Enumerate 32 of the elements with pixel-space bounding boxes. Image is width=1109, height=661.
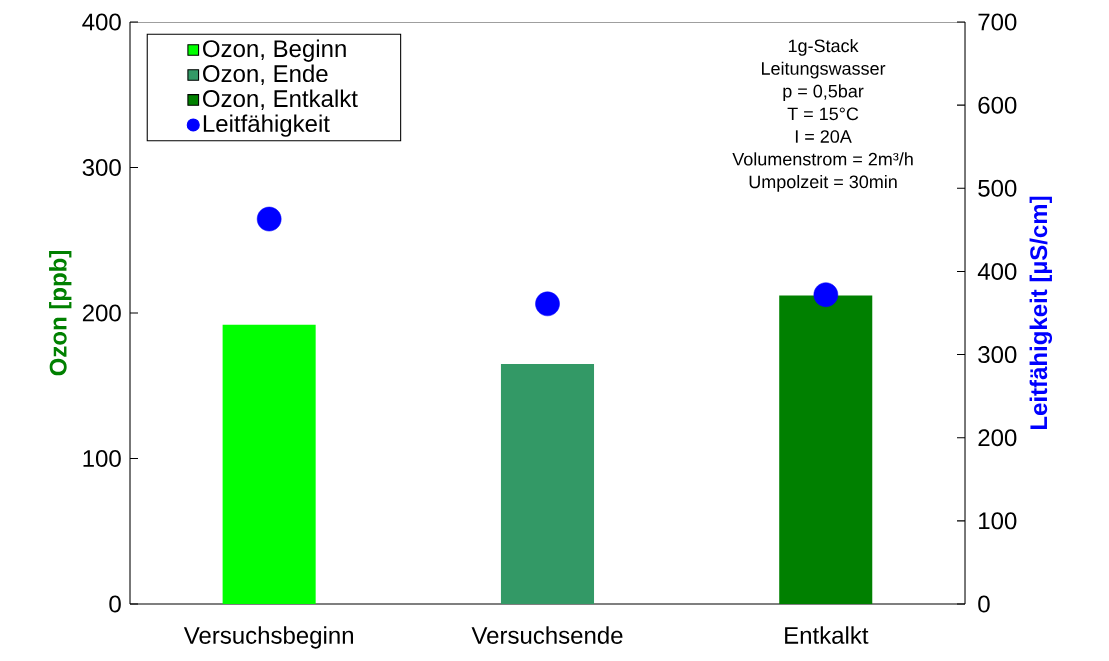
x-tick-label: Entkalkt bbox=[785, 626, 869, 644]
y2-axis-title: Leitfähigkeit [µS/cm] bbox=[1029, 196, 1053, 429]
annotation: Leitungswasser bbox=[762, 61, 886, 79]
y2-tick-label: 300 bbox=[978, 346, 1017, 364]
x-tick-label: Versuchsbeginn bbox=[183, 626, 353, 649]
y2-tick-label: 200 bbox=[978, 429, 1017, 447]
legend-label: Leitfähigkeit bbox=[203, 114, 330, 137]
y2-tick-label: 100 bbox=[979, 512, 1017, 530]
annotation: Umpolzeit = 30min bbox=[749, 174, 897, 192]
y-tick-label: 400 bbox=[82, 13, 121, 31]
legend-label: Ozon, Ende bbox=[203, 64, 328, 85]
y2-tick-label: 0 bbox=[978, 595, 990, 613]
point bbox=[535, 291, 560, 317]
annotation: T = 15°C bbox=[787, 107, 859, 121]
y-tick-label: 200 bbox=[82, 304, 121, 322]
y2-tick-label: 400 bbox=[977, 262, 1017, 280]
legend-label: Ozon, Beginn bbox=[203, 39, 346, 62]
y-tick-label: 0 bbox=[109, 595, 121, 613]
y2-tick-label: 700 bbox=[978, 13, 1017, 31]
annotation: Volumenstrom = 2m³/h bbox=[732, 152, 913, 166]
annotation: I = 20A bbox=[795, 130, 852, 143]
legend-label: Ozon, Entkalkt bbox=[203, 89, 358, 110]
x-tick-label: Versuchsende bbox=[471, 626, 623, 644]
annotation: p = 0,5bar bbox=[783, 84, 864, 102]
annotation: 1g-Stack bbox=[788, 38, 859, 56]
y2-tick-label: 600 bbox=[978, 96, 1017, 114]
y-axis-title: Ozon [ppb] bbox=[49, 251, 72, 376]
point bbox=[256, 206, 282, 232]
point bbox=[813, 282, 839, 307]
y-tick-label: 100 bbox=[83, 449, 121, 467]
y-tick-label: 300 bbox=[82, 158, 121, 176]
y2-tick-label: 500 bbox=[978, 179, 1017, 197]
